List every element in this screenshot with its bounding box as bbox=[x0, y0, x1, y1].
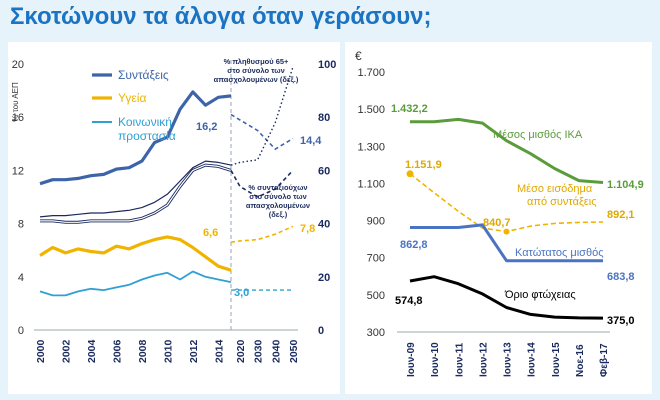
social-protection-line bbox=[39, 270, 232, 297]
value-label-income-end: 892,1 bbox=[607, 209, 635, 221]
y2-tick-label: 80 bbox=[318, 112, 330, 124]
y2-tick-label: 100 bbox=[318, 59, 336, 71]
y-tick-label: 16 bbox=[12, 112, 24, 124]
value-label-min-start: 862,8 bbox=[400, 239, 428, 251]
value-label-income-start: 1.151,9 bbox=[405, 159, 442, 171]
y2-tick-label: 60 bbox=[318, 165, 330, 177]
x-tick-label: 2002 bbox=[60, 339, 72, 363]
value-label-income-mid: 840,7 bbox=[483, 217, 511, 229]
annotation-pop65-1: % πληθυσμού 65+ bbox=[224, 57, 289, 66]
value-label-pensions-2050: 14,4 bbox=[300, 135, 322, 147]
page-title: Σκοτώνουν τα άλογα όταν γεράσουν; bbox=[10, 3, 432, 30]
left-chart-panel: 0 4 8 12 16 20 0 20 40 60 80 100% του ΑΕΠ 2000 2002 20… bbox=[8, 42, 340, 394]
annotation-pop65-3: απασχολουμένων (δεξ.) bbox=[214, 75, 299, 84]
value-label-ika-end: 1.104,9 bbox=[607, 179, 644, 191]
y2-tick-label: 40 bbox=[318, 219, 330, 231]
series-label-income-2: από συντάξεις bbox=[527, 196, 597, 208]
x-tick-label: Ιουν-10 bbox=[430, 342, 441, 377]
x-tick-label: 2008 bbox=[137, 339, 149, 363]
value-label-health-2015: 6,6 bbox=[203, 227, 218, 239]
x-tick-label: 2012 bbox=[188, 339, 200, 363]
value-label-ika-start: 1.432,2 bbox=[391, 103, 428, 115]
y-tick-label: 500 bbox=[367, 290, 385, 302]
x-tick-label: Ιουν-09 bbox=[406, 342, 417, 377]
y-tick-label: 900 bbox=[367, 216, 385, 228]
y-tick-label: 1.300 bbox=[357, 141, 385, 153]
value-label-poverty-end: 375,0 bbox=[607, 315, 635, 327]
value-label-poverty-start: 574,8 bbox=[395, 295, 423, 307]
x-tick-label: Ιουν-11 bbox=[454, 342, 465, 377]
y-tick-label: 4 bbox=[18, 272, 24, 284]
x-tick-label: 2040 bbox=[270, 339, 282, 363]
y-tick-label: 1.700 bbox=[357, 67, 385, 79]
health-projection bbox=[230, 225, 294, 243]
annotation-retirees-2: στο σύνολο των bbox=[249, 192, 307, 201]
legend-pensions: Συντάξεις bbox=[118, 68, 169, 82]
annotation-retirees-1: % συνταξιούχων bbox=[248, 183, 307, 192]
x-tick-label: 2006 bbox=[111, 339, 123, 363]
ika-wage-line bbox=[410, 117, 604, 184]
income-chart: €300 500 700 900 1.100 1.300 1.500 1.700 Ιουν-09… bbox=[355, 49, 644, 377]
minimum-wage-line bbox=[410, 223, 603, 263]
annotation-retirees-4: (δεξ.) bbox=[269, 210, 288, 219]
right-chart-panel: €300 500 700 900 1.100 1.300 1.500 1.700 Ιουν-09… bbox=[345, 42, 652, 394]
x-tick-label: 2020 bbox=[235, 339, 247, 363]
x-tick-label: Ιουν-13 bbox=[503, 342, 514, 377]
y-tick-label: 0 bbox=[18, 325, 24, 337]
poverty-line bbox=[409, 275, 604, 320]
value-label-min-end: 683,8 bbox=[607, 271, 635, 283]
y-tick-label: 1.500 bbox=[357, 104, 385, 116]
y2-tick-label: 20 bbox=[318, 272, 330, 284]
series-label-min-wage: Κατώτατος μισθός bbox=[515, 247, 604, 259]
value-label-social: 3,0 bbox=[234, 287, 249, 299]
y-tick-label: 700 bbox=[367, 253, 385, 265]
legend-health: Υγεία bbox=[118, 91, 146, 105]
annotation-pop65-2: στο σύνολο των bbox=[227, 66, 285, 75]
x-tick-label: 2014 bbox=[213, 339, 225, 363]
legend-social-2: προστασία bbox=[118, 129, 176, 143]
health-line bbox=[39, 235, 232, 272]
x-tick-label: 2010 bbox=[162, 339, 174, 363]
x-tick-label: 2050 bbox=[288, 339, 300, 363]
y-tick-label: 8 bbox=[18, 219, 24, 231]
pensions-projection bbox=[230, 113, 294, 151]
population-65-line bbox=[39, 160, 232, 218]
pension-income-start-marker bbox=[406, 170, 414, 178]
retirees-share-projection bbox=[230, 169, 294, 198]
pension-income-mid-marker bbox=[503, 228, 510, 235]
pensions-line bbox=[39, 90, 232, 186]
y-axis-label: % του ΑΕΠ bbox=[11, 82, 20, 122]
x-tick-label: Νοε-16 bbox=[575, 344, 586, 377]
retirees-share-line-inner bbox=[40, 164, 232, 223]
x-tick-label: Φεβ-17 bbox=[599, 343, 610, 377]
series-label-poverty: Όριο φτώχειας bbox=[504, 289, 576, 301]
series-label-income-1: Μέσο εισόδημα bbox=[517, 183, 593, 195]
x-tick-label: Ιουν-15 bbox=[551, 342, 562, 377]
x-tick-label: 2000 bbox=[35, 339, 47, 363]
value-label-pensions-2015: 16,2 bbox=[196, 121, 217, 133]
unit-label: € bbox=[355, 49, 362, 63]
x-tick-label: Ιουν-14 bbox=[527, 342, 538, 377]
x-tick-label: 2004 bbox=[86, 339, 98, 363]
retirees-share-line bbox=[40, 163, 232, 224]
value-label-health-2050: 7,8 bbox=[300, 223, 315, 235]
series-label-ika: Μέσος μισθός ΙΚΑ bbox=[493, 129, 583, 141]
legend-social-1: Κοινωνική bbox=[118, 115, 172, 129]
x-tick-label: Ιουν-12 bbox=[478, 342, 489, 377]
x-tick-label: 2030 bbox=[253, 339, 265, 363]
y-tick-label: 300 bbox=[367, 327, 385, 339]
y2-tick-label: 0 bbox=[318, 325, 324, 337]
y-tick-label: 12 bbox=[12, 165, 24, 177]
y-tick-label: 20 bbox=[12, 59, 24, 71]
annotation-retirees-3: απασχολουμένων bbox=[246, 201, 310, 210]
y-tick-label: 1.100 bbox=[357, 178, 385, 190]
